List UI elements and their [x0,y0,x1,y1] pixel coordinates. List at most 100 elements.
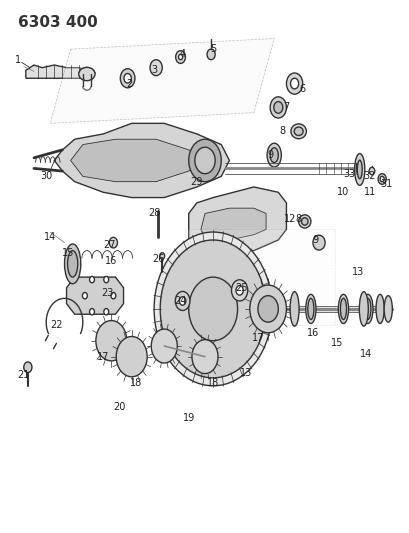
Text: 9: 9 [311,235,317,245]
Circle shape [235,286,243,295]
Text: 19: 19 [182,413,194,423]
Text: 13: 13 [239,368,251,377]
Ellipse shape [298,215,310,228]
Text: 7: 7 [283,102,289,112]
Text: 21: 21 [18,370,30,380]
Text: 12: 12 [283,214,296,224]
Circle shape [249,285,286,333]
Text: 25: 25 [235,282,247,293]
Text: 18: 18 [207,378,219,388]
Circle shape [231,280,247,301]
Polygon shape [66,277,123,314]
Ellipse shape [312,235,324,250]
Ellipse shape [339,298,346,319]
Circle shape [188,139,221,182]
Circle shape [178,54,182,60]
Ellipse shape [273,102,282,114]
Text: 14: 14 [359,349,371,359]
Circle shape [103,277,108,283]
Circle shape [160,253,164,259]
Circle shape [286,73,302,94]
Text: 9: 9 [266,150,272,160]
Ellipse shape [290,292,298,326]
Ellipse shape [375,294,383,324]
Circle shape [111,293,115,299]
Polygon shape [70,139,204,182]
Circle shape [109,237,117,248]
Circle shape [377,174,385,184]
Circle shape [103,309,108,315]
Text: 16: 16 [105,256,117,266]
Text: 8: 8 [279,126,285,136]
Text: 15: 15 [62,248,74,259]
Ellipse shape [354,154,364,185]
Text: 4: 4 [179,50,185,59]
Ellipse shape [364,298,370,319]
Text: 26: 26 [152,254,164,263]
Ellipse shape [301,217,307,225]
Polygon shape [200,208,265,240]
Polygon shape [188,187,286,256]
Text: 10: 10 [337,187,349,197]
Ellipse shape [307,298,313,319]
Ellipse shape [337,294,348,324]
Ellipse shape [356,160,361,179]
Text: 6303 400: 6303 400 [18,14,97,30]
Circle shape [150,60,162,76]
Ellipse shape [270,97,286,118]
Text: 11: 11 [363,187,375,197]
Circle shape [175,292,189,311]
Ellipse shape [358,292,367,326]
Circle shape [207,49,215,60]
Text: 24: 24 [174,296,186,306]
Text: 27: 27 [103,240,115,251]
Text: 3: 3 [151,66,157,75]
Text: 32: 32 [363,172,375,181]
Circle shape [116,336,147,377]
Ellipse shape [383,296,391,322]
Circle shape [368,167,374,175]
Circle shape [89,277,94,283]
Polygon shape [50,38,274,123]
Circle shape [120,69,135,88]
Text: 29: 29 [190,176,202,187]
Circle shape [154,232,272,386]
Circle shape [24,362,32,373]
Text: 8: 8 [295,214,301,224]
Circle shape [160,240,265,378]
Ellipse shape [290,124,306,139]
Circle shape [290,78,298,89]
Ellipse shape [67,251,78,277]
Text: 5: 5 [209,44,216,54]
Ellipse shape [64,244,81,284]
Circle shape [89,309,94,315]
Text: 20: 20 [113,402,126,412]
Text: 22: 22 [50,320,63,330]
Text: 2: 2 [126,78,133,88]
Ellipse shape [294,127,302,135]
Text: 6: 6 [299,84,305,94]
Text: 23: 23 [101,288,113,298]
Text: 1: 1 [15,55,21,64]
Circle shape [82,293,87,299]
Ellipse shape [79,67,95,80]
Circle shape [194,147,215,174]
Circle shape [96,320,126,361]
Text: 18: 18 [129,378,142,388]
Circle shape [175,51,185,63]
Text: 17: 17 [97,352,109,361]
Ellipse shape [362,294,372,324]
Circle shape [257,296,278,322]
Ellipse shape [270,148,278,163]
Ellipse shape [266,143,281,167]
Circle shape [124,74,131,83]
Text: 28: 28 [148,208,160,219]
Circle shape [179,297,185,305]
Polygon shape [54,123,229,198]
Text: 14: 14 [44,232,56,243]
Text: 31: 31 [379,179,391,189]
Polygon shape [26,65,87,78]
Text: 17: 17 [251,333,263,343]
Circle shape [188,277,237,341]
Text: 30: 30 [40,172,52,181]
